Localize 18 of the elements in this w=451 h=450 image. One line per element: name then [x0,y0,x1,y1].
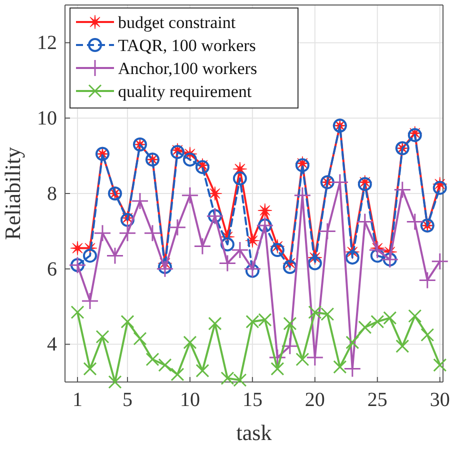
y-tick-label: 10 [37,108,57,130]
y-tick-label: 8 [47,182,57,205]
x-tick-label: 15 [242,389,262,412]
y-tick-label: 6 [47,258,57,280]
legend-label: budget constraint [118,13,236,32]
y-tick-label: 12 [37,32,57,54]
x-tick-label: 1 [72,389,82,412]
x-axis-title: task [236,420,272,445]
y-tick-label: 4 [47,334,57,356]
legend-label: TAQR, 100 workers [118,36,256,55]
x-tick-label: 5 [122,389,132,412]
x-tick-label: 20 [304,389,325,412]
y-axis-title: Reliability [0,147,25,240]
legend-label: quality requirement [118,82,252,101]
x-tick-label: 25 [367,389,388,412]
x-tick-label: 30 [430,389,450,412]
x-tick-label: 10 [180,389,200,412]
legend-label: Anchor,100 workers [118,59,258,78]
